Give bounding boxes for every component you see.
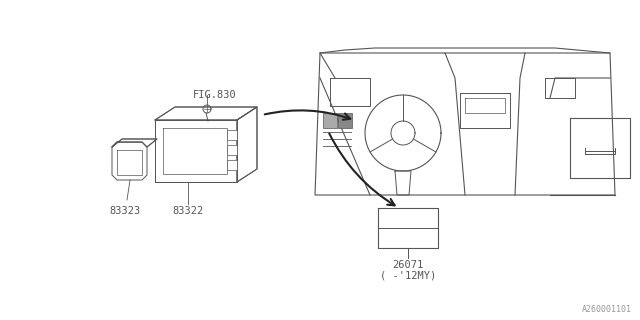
Polygon shape bbox=[112, 139, 157, 147]
Text: 83322: 83322 bbox=[172, 206, 204, 216]
Bar bbox=[338, 113, 352, 128]
Text: FIG.830: FIG.830 bbox=[193, 90, 237, 100]
Polygon shape bbox=[237, 107, 257, 182]
Text: A260001101: A260001101 bbox=[582, 305, 632, 314]
Polygon shape bbox=[227, 130, 237, 140]
Polygon shape bbox=[112, 142, 147, 180]
Text: ( -'12MY): ( -'12MY) bbox=[380, 270, 436, 280]
Text: 26071: 26071 bbox=[392, 260, 424, 270]
Polygon shape bbox=[227, 145, 237, 155]
Text: 83323: 83323 bbox=[109, 206, 141, 216]
Polygon shape bbox=[315, 53, 615, 195]
Polygon shape bbox=[155, 120, 237, 182]
Polygon shape bbox=[227, 160, 237, 170]
Bar bbox=[323, 113, 337, 128]
Polygon shape bbox=[155, 107, 257, 120]
